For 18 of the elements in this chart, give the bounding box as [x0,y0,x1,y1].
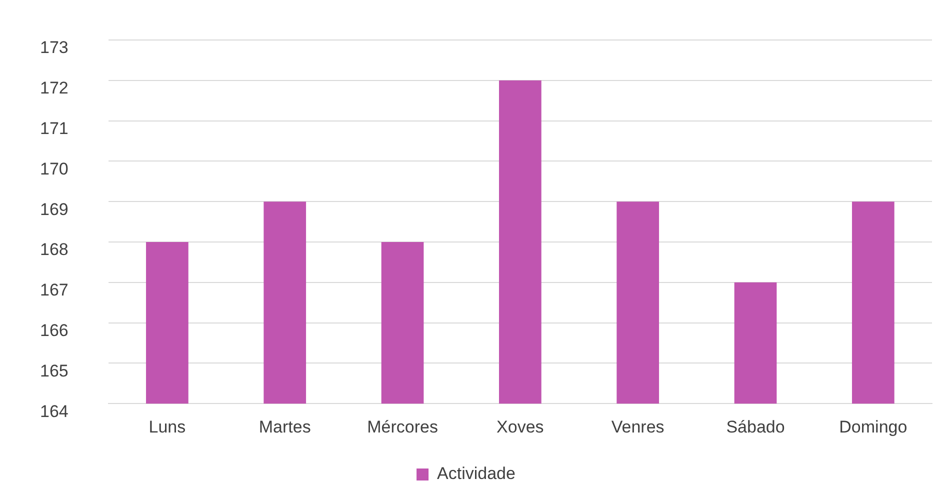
x-tick-label: Mércores [367,417,438,436]
x-tick-label: Sábado [726,417,785,436]
x-tick-label: Domingo [839,417,908,436]
y-tick-label: 172 [40,78,68,98]
x-tick-label: Venres [611,417,664,436]
y-tick-label: 167 [40,280,68,300]
y-tick-label: 165 [40,361,68,380]
legend-label: Actividade [437,464,516,484]
x-tick-label: Martes [258,417,311,436]
y-tick-label: 169 [40,200,68,219]
x-tick-label: Xoves [496,417,544,436]
x-tick-label: Luns [148,417,186,436]
y-tick-label: 166 [40,320,68,340]
y-tick-label: 168 [40,240,68,260]
y-tick-label: 173 [40,38,68,58]
y-tick-label: 171 [40,118,68,138]
y-tick-label: 170 [40,159,68,178]
y-tick-label: 164 [40,402,68,421]
